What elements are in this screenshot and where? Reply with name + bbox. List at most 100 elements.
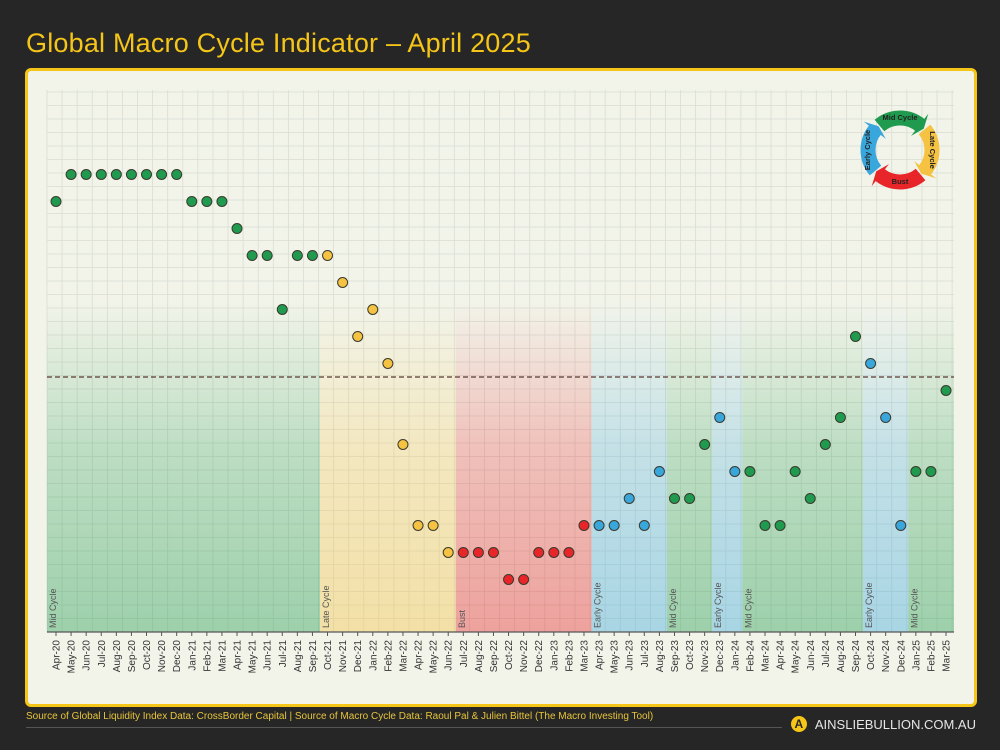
x-tick-label: Sep-23 — [670, 640, 681, 673]
phase-regions: Mid Cycle Late Cycle Bust Early Cycle Mid Cy… — [47, 300, 954, 632]
x-tick-label: Apr-24 — [776, 640, 787, 670]
brand-url: AINSLIEBULLION.COM.AU — [814, 716, 976, 732]
x-tick-label: Jun-23 — [625, 640, 636, 671]
x-tick-label: Aug-24 — [836, 640, 847, 673]
data-point-Apr-24 — [774, 520, 786, 531]
x-tick-label: Nov-20 — [157, 640, 168, 673]
x-tick-label: Jun-20 — [82, 640, 93, 671]
data-point-Jun-20 — [80, 169, 92, 180]
x-tick-label: Nov-22 — [519, 640, 530, 673]
phase-region — [863, 300, 909, 632]
cycle-label: Late Cycle — [928, 131, 937, 169]
data-point-Nov-24 — [880, 412, 892, 423]
x-tick-label: Feb-21 — [202, 640, 213, 672]
phase-region-label: Early Cycle — [713, 582, 723, 628]
cycle-label: Bust — [892, 177, 909, 186]
data-points — [50, 169, 952, 585]
x-tick-label: Oct-20 — [142, 640, 153, 670]
data-point-Oct-22 — [503, 574, 515, 585]
phase-region-label: Bust — [457, 609, 467, 628]
phase-region-label: Late Cycle — [321, 585, 331, 628]
x-tick-label: Jan-21 — [187, 640, 198, 671]
x-tick-label: May-20 — [67, 640, 78, 674]
x-tick-label: Jul-24 — [821, 640, 832, 668]
x-tick-label: Oct-22 — [504, 640, 515, 670]
x-tick-label: May-23 — [610, 640, 621, 674]
cycle-label: Mid Cycle — [882, 113, 917, 122]
data-point-Feb-21 — [201, 196, 213, 207]
x-tick-label: Aug-22 — [474, 640, 485, 673]
data-point-Feb-22 — [382, 358, 394, 369]
data-point-Mar-22 — [397, 439, 409, 450]
data-point-Dec-24 — [895, 520, 907, 531]
data-point-Sep-23 — [668, 493, 680, 504]
x-tick-label: Oct-21 — [323, 640, 334, 670]
x-tick-label: Jan-25 — [911, 640, 922, 671]
x-tick-label: Sep-24 — [851, 640, 862, 673]
data-point-Jun-24 — [804, 493, 816, 504]
data-point-Feb-25 — [925, 466, 937, 477]
cycle-arrow-icon — [871, 164, 889, 187]
phase-region — [712, 300, 743, 632]
x-tick-label: Sep-20 — [127, 640, 138, 673]
x-tick-label: May-24 — [791, 640, 802, 674]
phase-region — [666, 300, 713, 632]
data-point-Apr-22 — [412, 520, 424, 531]
data-point-Oct-24 — [865, 358, 877, 369]
x-tick-label: May-21 — [248, 640, 259, 674]
data-point-Feb-24 — [744, 466, 756, 477]
data-point-Dec-20 — [171, 169, 183, 180]
data-point-Dec-21 — [352, 331, 364, 342]
data-point-Apr-20 — [50, 196, 62, 207]
page-title: Global Macro Cycle Indicator – April 202… — [26, 28, 531, 58]
data-point-Jul-20 — [95, 169, 107, 180]
brand[interactable]: A AINSLIEBULLION.COM.AU — [790, 716, 976, 732]
data-point-Nov-21 — [337, 277, 349, 288]
phase-region — [908, 300, 954, 632]
x-tick-label: Jun-22 — [444, 640, 455, 671]
data-point-May-24 — [789, 466, 801, 477]
x-tick-label: Apr-21 — [233, 640, 244, 670]
data-point-Nov-20 — [156, 169, 168, 180]
data-point-Sep-20 — [125, 169, 137, 180]
data-point-Apr-23 — [593, 520, 605, 531]
x-tick-label: Jul-20 — [97, 640, 108, 668]
x-tick-label: Oct-23 — [685, 640, 696, 670]
data-point-Nov-23 — [699, 439, 711, 450]
data-point-Jan-22 — [367, 304, 379, 315]
x-axis: Apr-20 May-20 Jun-20 Jul-20 Aug-20 Sep-20 Oct-… — [47, 631, 954, 674]
data-point-Feb-23 — [563, 547, 575, 558]
x-tick-label: Mar-23 — [579, 640, 590, 672]
x-tick-label: Apr-20 — [52, 640, 63, 670]
cycle-arc-mid-cycle — [874, 110, 926, 132]
data-point-Aug-23 — [653, 466, 665, 477]
x-tick-label: Mar-21 — [217, 640, 228, 672]
data-point-Aug-24 — [834, 412, 846, 423]
cycle-arc-bust — [874, 168, 926, 190]
data-point-Jul-23 — [638, 520, 650, 531]
x-tick-label: Apr-22 — [414, 640, 425, 670]
x-tick-label: Jul-22 — [459, 640, 470, 668]
x-tick-label: Dec-20 — [172, 640, 183, 673]
data-point-Sep-22 — [487, 547, 499, 558]
data-point-May-22 — [427, 520, 439, 531]
x-tick-label: Nov-21 — [338, 640, 349, 673]
macro-cycle-chart: Mid Cycle Late Cycle Bust Early Cycle Mid Cy… — [46, 90, 954, 674]
data-point-Aug-21 — [291, 250, 303, 261]
data-point-Oct-21 — [322, 250, 334, 261]
ainslie-logo-icon: A — [790, 716, 807, 732]
phase-region-label: Early Cycle — [864, 582, 874, 628]
x-tick-label: Jan-23 — [549, 640, 560, 671]
data-point-Dec-22 — [533, 547, 545, 558]
data-point-Mar-24 — [759, 520, 771, 531]
cycle-arc-late-cycle — [918, 124, 940, 176]
x-tick-label: Jan-22 — [368, 640, 379, 671]
data-point-Jun-23 — [623, 493, 635, 504]
data-point-Jul-24 — [819, 439, 831, 450]
x-tick-label: Dec-21 — [353, 640, 364, 673]
x-tick-label: Aug-21 — [293, 640, 304, 673]
data-point-Sep-24 — [850, 331, 862, 342]
phase-region — [319, 300, 456, 632]
x-tick-label: Jun-24 — [806, 640, 817, 671]
x-tick-label: Sep-22 — [489, 640, 500, 673]
